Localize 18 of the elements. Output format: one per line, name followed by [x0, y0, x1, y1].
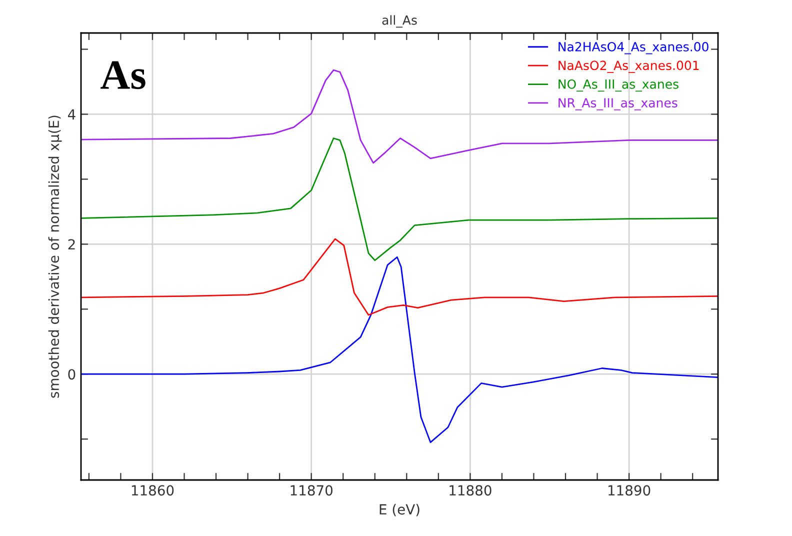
chart-title: all_As [382, 15, 417, 28]
y-axis-title: smoothed derivative of normalized xμ(E) [48, 116, 62, 398]
line-series [81, 138, 718, 262]
legend-label: Na2HAsO4_As_xanes.00 [558, 42, 708, 54]
line-series [81, 238, 718, 316]
x-tick-label: 11880 [450, 485, 492, 496]
x-axis-title: E (eV) [380, 504, 420, 516]
legend-label: NaAsO2_As_xanes.001 [558, 60, 699, 73]
legend-label: NO_As_III_as_xanes [558, 79, 678, 92]
x-tick-label: 11870 [290, 485, 333, 496]
x-tick-label: 11860 [132, 485, 174, 496]
annotation: As [100, 61, 146, 90]
line-series [81, 256, 718, 444]
y-tick-label: 4 [68, 109, 76, 120]
x-tick-label: 11890 [608, 485, 650, 496]
y-tick-label: 2 [68, 239, 75, 250]
legend-label: NR_As_III_as_xanes [558, 98, 678, 110]
y-tick-label: 0 [68, 369, 76, 380]
